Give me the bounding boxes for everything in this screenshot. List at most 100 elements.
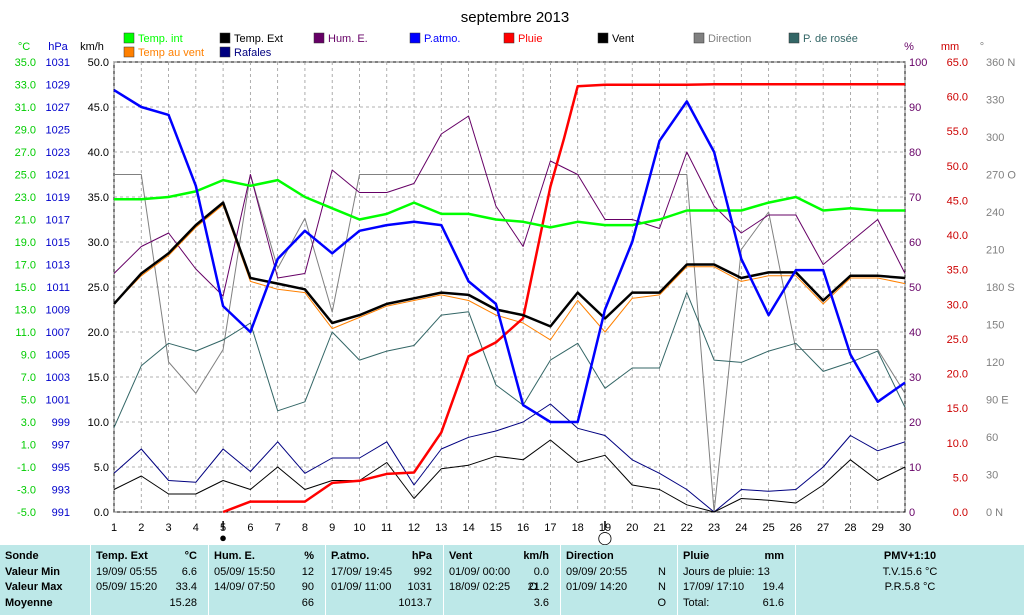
series-line-pluie [222, 82, 905, 514]
rain-axis-tick: 0.0 [953, 507, 968, 519]
temp-axis-tick: 13.0 [15, 305, 36, 317]
direction-axis-tick: 150 [986, 320, 1004, 332]
x-axis-tick: 30 [899, 522, 911, 534]
pressure-axis-tick: 1005 [46, 350, 70, 362]
direction-axis-tick: 90 E [986, 395, 1009, 407]
x-axis-tick: 6 [247, 522, 253, 534]
x-axis-tick: 28 [844, 522, 856, 534]
temp-min-date: 19/09/ 05:55 [96, 565, 158, 578]
x-axis-tick: 25 [762, 522, 774, 534]
temp-axis-tick: 31.0 [15, 102, 36, 114]
pressure-axis-tick: 1011 [46, 282, 70, 294]
wind-axis-tick: 30.0 [88, 237, 109, 249]
rain-axis-tick: 30.0 [947, 299, 968, 311]
wind-unit: km/h [523, 550, 549, 562]
humidity-axis-tick: 20 [909, 417, 921, 429]
legend-label-hum-e: Hum. E. [328, 33, 368, 45]
direction-axis-tick: 330 [986, 95, 1004, 107]
temp-header: Temp. Ext [96, 550, 148, 562]
x-axis-tick: 17 [544, 522, 556, 534]
legend-swatch-p-atmo [409, 32, 421, 44]
wind-axis-tick: 15.0 [88, 372, 109, 384]
wind-max-value: 21.2 [527, 581, 549, 593]
pressure-axis-tick: 993 [52, 485, 70, 497]
legend: Temp. int Temp. Ext Hum. E. P.atmo. Pluie Ven… [123, 32, 858, 59]
series-line-p-de-rosee [113, 292, 906, 428]
wind-max-date: 18/09/ 02:25 [449, 581, 511, 593]
temp-axis-tick: 3.0 [21, 417, 36, 429]
wind-max-direction: O [529, 581, 538, 593]
pmv-pr: P.R.5.8 °C [884, 581, 936, 593]
direction-unit-label: ° [980, 41, 984, 53]
hum-max-date: 14/09/ 07:50 [214, 581, 276, 593]
direction-axis-tick: 360 N [986, 57, 1015, 69]
temp-unit-label: °C [18, 41, 30, 53]
temp-axis-tick: -3.0 [17, 485, 36, 497]
humidity-axis-tick: 100 [909, 57, 927, 69]
wind-axis-tick: 10.0 [88, 417, 109, 429]
rain-axis-tick: 60.0 [947, 92, 968, 104]
series-line-p-atmo [113, 89, 906, 424]
grid [113, 61, 906, 513]
humidity-axis-tick: 80 [909, 147, 921, 159]
footer-press-column: P.atmo. hPa 17/09/ 19:45 992 01/09/ 11:00 1… [325, 545, 443, 615]
dir-avg-value: O [657, 596, 666, 609]
legend-label-p-de-rosee: P. de rosée [803, 33, 858, 45]
x-axis-tick: 13 [435, 522, 447, 534]
pressure-axis-tick: 1019 [46, 192, 70, 204]
chart-title: septembre 2013 [461, 9, 569, 26]
humidity-axis-tick: 0 [909, 507, 915, 519]
humidity-axis-tick: 10 [909, 462, 921, 474]
x-axis-tick: 1 [111, 522, 117, 534]
legend-label-rafales: Rafales [234, 47, 272, 59]
direction-axis-tick: 270 O [986, 170, 1016, 182]
pressure-axis-tick: 1017 [46, 215, 70, 227]
pmv-header: PMV+1:10 [883, 550, 937, 562]
x-axis-tick: 26 [790, 522, 802, 534]
temp-axis-tick: 15.0 [15, 282, 36, 294]
wind-min-value: 0.0 [533, 565, 549, 578]
rain-unit-label: mm [941, 41, 959, 53]
direction-axis-tick: 120 [986, 357, 1004, 369]
label-min: Valeur Min [5, 565, 61, 578]
chart-area: septembre 2013 Temp. int Temp. Ext Hum. E.… [15, 9, 1017, 545]
hum-min-value: 12 [301, 565, 314, 578]
temp-axis-tick: 9.0 [21, 350, 36, 362]
dir-header: Direction [566, 550, 614, 562]
humidity-axis-tick: 50 [909, 282, 921, 294]
footer-wind-column: Vent km/h 01/09/ 00:00 0.0 18/09/ 02:25 O 21… [443, 545, 560, 615]
press-unit: hPa [411, 550, 432, 562]
temp-axis-tick: 5.0 [21, 395, 36, 407]
dir-max-date: 01/09/ 14:20 [566, 581, 628, 593]
x-axis-tick: 4 [193, 522, 199, 534]
x-axis-tick: 3 [165, 522, 171, 534]
temp-max-value: 33.4 [175, 581, 197, 593]
series-line-vent [113, 439, 906, 513]
legend-label-temp-au-vent: Temp au vent [138, 47, 204, 59]
axis-ticks: -5.0-3.0-1.01.03.05.07.09.011.013.015.01… [15, 57, 1017, 534]
rain-max-value: 19.4 [762, 581, 784, 593]
label-max: Valeur Max [5, 581, 63, 593]
x-axis-tick: 9 [329, 522, 335, 534]
hum-avg-value: 66 [301, 596, 314, 609]
temp-avg-value: 15.28 [169, 596, 197, 609]
rain-axis-tick: 65.0 [947, 57, 968, 69]
wind-avg-value: 3.6 [533, 596, 549, 609]
series-line-rafales [113, 403, 906, 513]
legend-label-temp-ext: Temp. Ext [234, 33, 283, 45]
pressure-axis-tick: 1015 [46, 237, 70, 249]
temp-min-value: 6.6 [181, 565, 197, 578]
legend-label-pluie: Pluie [518, 33, 542, 45]
rain-axis-tick: 10.0 [947, 438, 968, 450]
series-line-direction [114, 174, 906, 513]
legend-label-temp-int: Temp. int [138, 33, 183, 45]
press-header: P.atmo. [331, 550, 370, 562]
legend-swatch-pluie [503, 32, 515, 44]
legend-swatch-direction [693, 32, 705, 44]
wind-min-date: 01/09/ 00:00 [449, 565, 511, 578]
humidity-unit-label: % [904, 41, 914, 53]
legend-swatch-vent [597, 32, 609, 44]
wind-header: Vent [449, 550, 473, 562]
humidity-axis-tick: 70 [909, 192, 921, 204]
rain-axis-tick: 50.0 [947, 161, 968, 173]
